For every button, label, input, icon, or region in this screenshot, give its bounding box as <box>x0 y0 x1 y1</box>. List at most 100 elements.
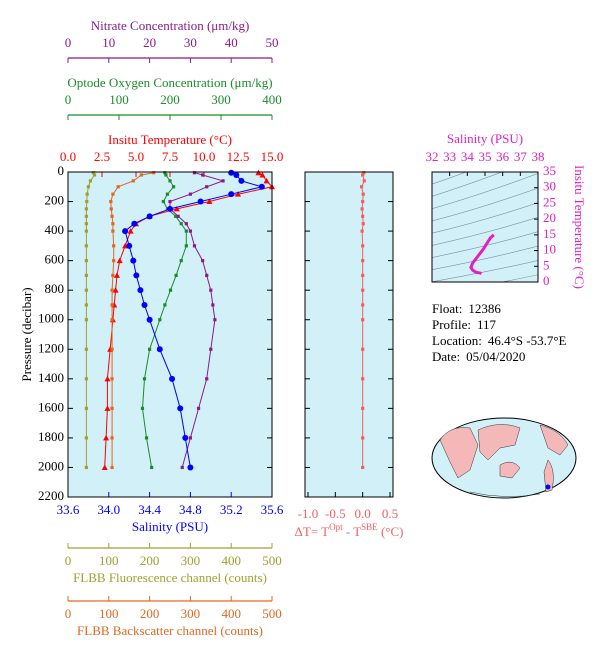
x-tick-label: 400 <box>221 606 241 621</box>
info-line: Location: 46.4°S -53.7°E <box>432 333 567 348</box>
y-tick-label: 0 <box>543 273 550 288</box>
marker <box>188 229 192 233</box>
marker <box>131 179 135 183</box>
marker <box>184 244 188 248</box>
marker <box>109 207 113 211</box>
y-tick-label: 1000 <box>38 311 64 326</box>
info-line: Profile: 117 <box>432 317 497 332</box>
marker <box>167 205 173 212</box>
x-tick-label: 33 <box>443 149 456 164</box>
marker <box>360 229 364 233</box>
y-tick-label: 25 <box>543 194 556 209</box>
marker <box>361 259 365 263</box>
ts-background <box>432 172 538 282</box>
marker <box>164 173 168 177</box>
y-tick-label: 0 <box>58 163 65 178</box>
marker <box>201 173 205 177</box>
ts-line <box>469 233 495 275</box>
x-axis-label: ΔT= TOpt - TSBE (°C) <box>295 522 404 539</box>
marker <box>211 303 215 307</box>
y-tick-label: 30 <box>543 179 556 194</box>
marker <box>84 214 88 218</box>
y-axis-label: Pressure (decibar) <box>19 287 34 381</box>
x-tick-label: 33.6 <box>57 502 80 517</box>
marker <box>148 347 152 351</box>
x-axis-label-part: ΔT= T <box>295 524 330 539</box>
x-tick-label: 34.0 <box>97 502 120 517</box>
marker <box>112 287 119 293</box>
marker <box>133 272 140 279</box>
marker <box>84 303 88 307</box>
marker <box>259 171 266 178</box>
marker <box>205 273 209 278</box>
marker <box>258 183 265 190</box>
x-axis-label-part: SBE <box>361 522 378 532</box>
info-label: Profile: <box>432 317 471 332</box>
marker <box>361 318 365 322</box>
x-tick-label: 10 <box>102 35 115 50</box>
x-tick-label: 30 <box>184 35 197 50</box>
x-axis-label-part: Opt <box>329 522 343 532</box>
x-tick-label: 100 <box>99 606 119 621</box>
x-tick-label: 0.0 <box>60 149 76 164</box>
marker <box>177 405 184 412</box>
marker <box>101 464 108 470</box>
marker <box>126 242 133 249</box>
x-tick-label: 5.0 <box>128 149 144 164</box>
world-map <box>431 417 577 499</box>
info-line: Date: 05/04/2020 <box>432 349 525 364</box>
marker <box>110 288 114 292</box>
marker <box>188 192 192 196</box>
marker <box>361 377 365 381</box>
marker <box>233 171 240 178</box>
x-tick-label: 38 <box>532 149 545 164</box>
y-tick-label: 2200 <box>38 488 64 503</box>
marker <box>84 318 88 322</box>
x-tick-label: 10.0 <box>193 149 216 164</box>
y-tick-label: 1800 <box>38 429 64 444</box>
x-tick-label: 100 <box>109 92 129 107</box>
marker <box>228 169 235 176</box>
plot-background <box>305 172 393 497</box>
marker <box>84 259 88 263</box>
marker <box>84 244 88 248</box>
x-tick-label: 50 <box>266 35 279 50</box>
marker <box>209 288 213 292</box>
x-tick-label: 37 <box>514 149 528 164</box>
marker <box>361 288 365 292</box>
marker <box>173 205 180 212</box>
marker <box>111 273 115 278</box>
marker <box>112 244 116 248</box>
marker <box>116 185 120 189</box>
marker <box>110 214 114 218</box>
x-tick-label: 34.4 <box>138 502 161 517</box>
marker <box>263 177 270 184</box>
marker <box>168 179 172 183</box>
x-tick-label: 400 <box>221 553 241 568</box>
marker <box>209 347 213 351</box>
x-axis-label: Nitrate Concentration (μm/kg) <box>91 18 250 33</box>
marker <box>156 346 163 353</box>
marker <box>188 436 192 440</box>
marker <box>221 179 225 183</box>
marker <box>359 185 364 189</box>
info-value: 46.4°S -53.7°E <box>488 333 567 348</box>
x-tick-label: 200 <box>140 553 160 568</box>
marker <box>192 244 197 248</box>
marker <box>116 257 123 264</box>
x-tick-label: 34.8 <box>179 502 202 517</box>
float-location <box>545 484 551 490</box>
marker <box>161 199 165 204</box>
marker <box>84 377 88 381</box>
marker <box>137 287 144 294</box>
marker <box>362 171 366 175</box>
marker <box>110 318 114 322</box>
marker <box>84 347 88 351</box>
x-tick-label: 15.0 <box>261 149 284 164</box>
marker <box>113 272 120 278</box>
marker <box>130 257 137 264</box>
marker <box>150 465 154 470</box>
marker <box>111 192 115 196</box>
marker <box>104 405 111 411</box>
marker <box>139 173 144 177</box>
